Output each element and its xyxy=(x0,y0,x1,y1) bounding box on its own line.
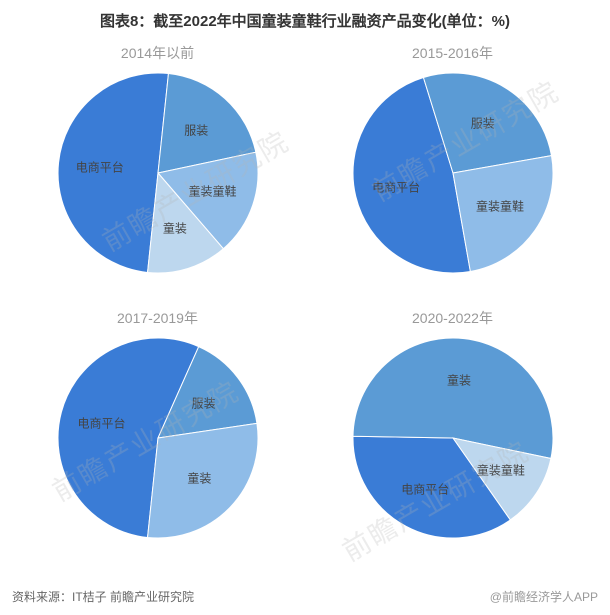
credit-text: @前瞻经济学人APP xyxy=(490,588,598,605)
chart-grid: 2014年以前 电商平台服装童装童鞋童装 2015-2016年 电商平台服装童装… xyxy=(0,31,610,561)
pie-svg xyxy=(353,73,553,273)
subtitle-0: 2014年以前 xyxy=(121,43,194,63)
pie-3: 电商平台 童装童装童鞋 xyxy=(353,338,553,538)
pie-0: 电商平台 服装童装童鞋童装 xyxy=(58,73,258,273)
pie-1: 电商平台 服装童装童鞋 xyxy=(353,73,553,273)
slice-label: 电商平台 xyxy=(401,481,449,498)
cell-3: 2020-2022年 电商平台 童装童装童鞋 xyxy=(305,296,600,561)
slice-label: 电商平台 xyxy=(77,414,125,431)
slice-label: 童装童鞋 xyxy=(476,198,524,215)
slice-label: 电商平台 xyxy=(76,158,124,175)
subtitle-1: 2015-2016年 xyxy=(412,43,493,63)
cell-0: 2014年以前 电商平台 服装童装童鞋童装 xyxy=(10,31,305,296)
subtitle-2: 2017-2019年 xyxy=(117,308,198,328)
slice-label: 童装 xyxy=(447,372,471,389)
slice-label: 童装 xyxy=(163,220,187,237)
cell-1: 2015-2016年 电商平台 服装童装童鞋 xyxy=(305,31,600,296)
pie-svg xyxy=(58,338,258,538)
cell-2: 2017-2019年 电商平台 服装童装 xyxy=(10,296,305,561)
slice-label: 童装 xyxy=(187,470,211,487)
slice-label: 服装 xyxy=(184,121,208,138)
pie-2: 电商平台 服装童装 xyxy=(58,338,258,538)
slice-label: 服装 xyxy=(192,394,216,411)
chart-title: 图表8：截至2022年中国童装童鞋行业融资产品变化(单位：%) xyxy=(0,0,610,31)
pie-svg xyxy=(353,338,553,538)
slice-label: 童装童鞋 xyxy=(477,461,525,478)
subtitle-3: 2020-2022年 xyxy=(412,308,493,328)
source-footer: 资料来源：IT桔子 前瞻产业研究院 xyxy=(12,588,194,605)
slice-label: 童装童鞋 xyxy=(188,183,236,200)
slice-label: 电商平台 xyxy=(372,178,420,195)
slice-label: 服装 xyxy=(471,115,495,132)
